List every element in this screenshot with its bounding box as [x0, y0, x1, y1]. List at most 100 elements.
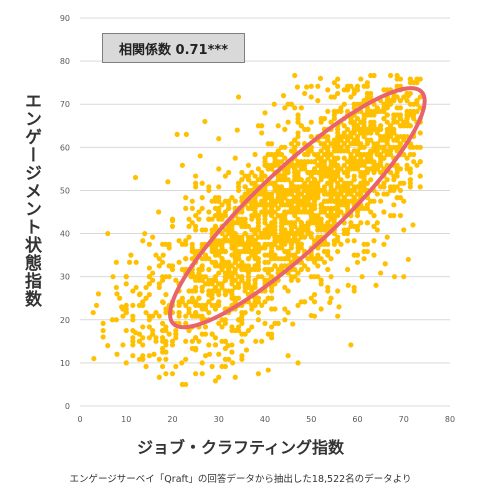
data-point — [130, 288, 136, 294]
data-point — [341, 148, 347, 154]
data-point — [234, 127, 240, 133]
data-point — [311, 292, 318, 298]
data-point — [394, 173, 400, 179]
data-point — [262, 205, 268, 212]
data-point — [351, 90, 357, 97]
data-point — [255, 259, 261, 265]
data-point — [387, 151, 394, 158]
data-point — [265, 141, 271, 147]
data-point — [285, 353, 291, 359]
data-point — [262, 212, 268, 219]
data-point — [308, 274, 314, 280]
data-point — [302, 205, 308, 212]
data-point — [232, 241, 238, 247]
y-tick-label: 70 — [60, 100, 70, 109]
data-point — [193, 227, 199, 233]
data-point — [186, 216, 192, 222]
data-point — [193, 284, 199, 291]
data-point — [189, 295, 195, 301]
data-point — [354, 83, 361, 89]
data-point — [295, 115, 301, 122]
data-point — [331, 187, 337, 194]
data-point — [344, 205, 351, 212]
data-point — [361, 180, 367, 186]
data-point — [341, 101, 347, 107]
data-point — [344, 230, 351, 237]
data-point — [344, 108, 351, 115]
data-point — [93, 302, 100, 309]
data-point — [242, 230, 248, 237]
data-point — [397, 212, 404, 219]
data-point — [290, 321, 296, 327]
data-point — [259, 130, 265, 136]
data-point — [414, 101, 420, 107]
data-point — [321, 151, 328, 158]
data-point — [344, 166, 351, 172]
data-point — [176, 302, 182, 309]
data-point — [311, 169, 318, 176]
data-point — [335, 148, 341, 154]
data-point — [117, 295, 123, 301]
data-point — [255, 371, 261, 377]
data-point — [252, 299, 258, 305]
data-point — [272, 263, 278, 269]
data-point — [288, 274, 295, 280]
data-point — [216, 198, 222, 204]
data-point — [278, 184, 285, 190]
data-point — [252, 227, 258, 233]
data-point — [282, 227, 288, 233]
data-point — [196, 338, 202, 344]
data-point — [202, 353, 209, 359]
data-point — [282, 212, 288, 219]
data-point — [140, 353, 146, 359]
data-point — [239, 259, 245, 265]
data-point — [384, 141, 390, 147]
data-point — [305, 148, 311, 154]
data-point — [269, 284, 275, 291]
data-point — [318, 119, 324, 125]
data-point — [285, 230, 291, 237]
data-point — [216, 212, 222, 219]
data-point — [272, 306, 278, 312]
data-point — [269, 324, 275, 330]
data-point — [335, 90, 341, 97]
data-point — [146, 274, 152, 280]
data-point — [189, 205, 195, 212]
data-point — [411, 159, 417, 165]
data-point — [255, 216, 261, 222]
data-point — [288, 209, 295, 215]
data-point — [341, 198, 347, 204]
data-point — [401, 274, 407, 280]
data-point — [202, 118, 208, 125]
data-point — [219, 324, 225, 330]
data-point — [265, 209, 271, 215]
data-point — [146, 265, 152, 271]
data-point — [193, 277, 199, 283]
data-point — [288, 223, 295, 229]
data-point — [358, 144, 364, 150]
data-point — [275, 195, 281, 201]
data-point — [193, 173, 199, 179]
data-point — [199, 371, 205, 377]
data-point — [269, 288, 275, 294]
data-point — [328, 198, 334, 204]
data-point — [163, 292, 169, 298]
data-point — [311, 177, 318, 183]
data-point — [222, 238, 228, 244]
data-point — [245, 256, 252, 262]
data-point — [159, 345, 166, 352]
data-point — [308, 252, 314, 258]
data-point — [166, 263, 172, 269]
data-point — [354, 115, 361, 122]
x-tick-label: 30 — [214, 415, 224, 424]
data-point — [235, 216, 242, 222]
data-point — [105, 230, 111, 237]
data-point — [359, 274, 365, 280]
data-point — [318, 281, 324, 287]
data-point — [193, 180, 199, 186]
data-point — [348, 141, 354, 147]
data-point — [335, 234, 341, 240]
data-point — [265, 234, 271, 240]
data-point — [391, 137, 397, 143]
data-point — [285, 169, 291, 176]
